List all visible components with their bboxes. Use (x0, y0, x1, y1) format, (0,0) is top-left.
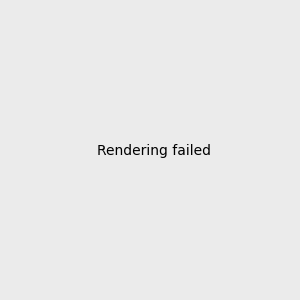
Text: Rendering failed: Rendering failed (97, 145, 211, 158)
